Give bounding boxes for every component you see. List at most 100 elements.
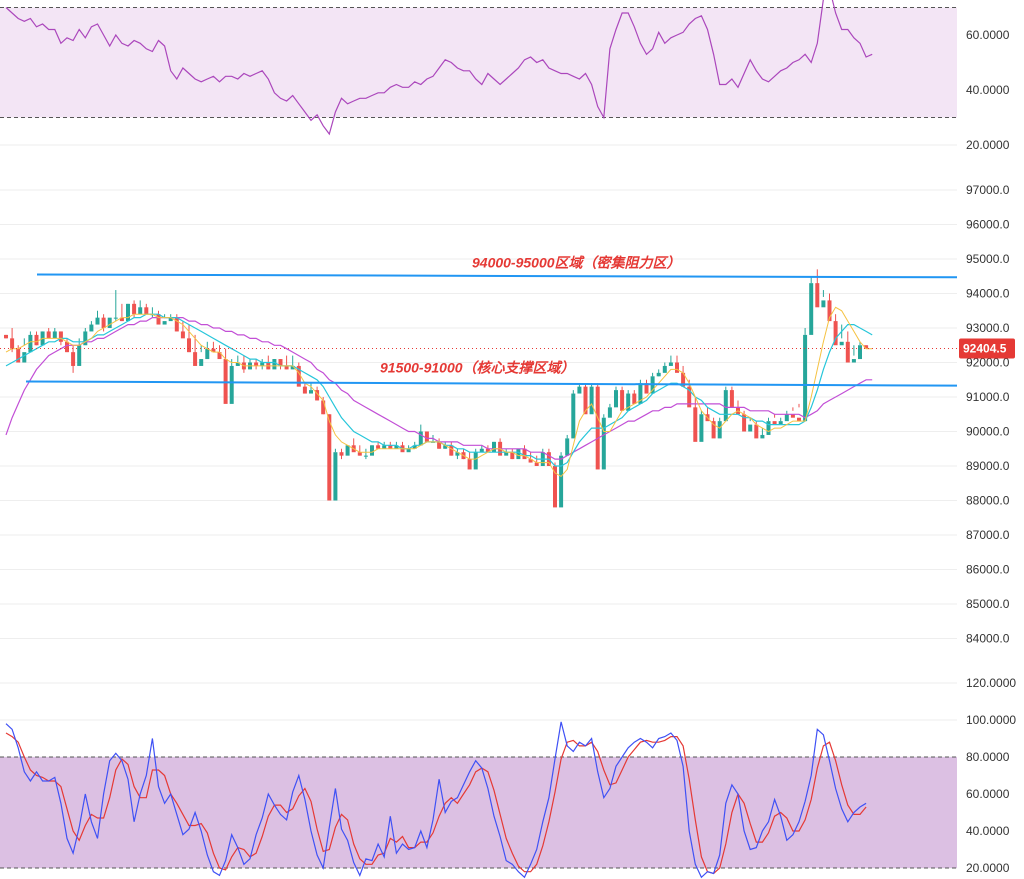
candle-up <box>784 414 789 422</box>
stochastic-band <box>0 757 957 868</box>
candle-up <box>455 452 460 456</box>
candle-down <box>144 307 149 315</box>
rsi-band <box>0 7 957 118</box>
candle-up <box>418 431 423 446</box>
candle-down <box>302 386 307 394</box>
candle-up <box>107 317 112 328</box>
candle-up <box>662 365 667 373</box>
candle-up <box>766 421 771 435</box>
candle-down <box>357 452 362 456</box>
candle-down <box>10 338 15 349</box>
candle-down <box>754 424 759 439</box>
candle-down <box>217 352 222 360</box>
support-zone-label: 91500-91000（核心支撑区域） <box>380 359 575 375</box>
axis-tick-label: 20.0000 <box>966 138 1010 152</box>
candle-up <box>333 452 338 501</box>
candle-up <box>492 441 496 453</box>
candle-down <box>583 386 588 415</box>
axis-tick-label: 95000.0 <box>966 252 1010 266</box>
axis-tick-label: 90000.0 <box>966 425 1010 439</box>
candle-down <box>620 390 625 411</box>
candle-up <box>803 334 808 422</box>
candle-down <box>34 334 39 346</box>
candle-up <box>821 300 826 308</box>
candle-up <box>199 359 204 366</box>
support-zone-line[interactable] <box>25 380 958 387</box>
last-price-tag <box>959 338 1015 359</box>
last-price-tag-text: 92404.5 <box>963 342 1007 356</box>
candle-down <box>211 348 216 353</box>
candle-down <box>65 341 69 353</box>
axis-tick-label: 87000.0 <box>966 528 1010 542</box>
rsi-panel[interactable]: 60.0000 40.0000 20.0000 <box>0 0 1010 152</box>
candle-down <box>797 417 801 422</box>
candle-up <box>577 386 582 394</box>
candle-up <box>839 341 844 346</box>
candle-down <box>132 303 137 315</box>
candle-up <box>113 317 118 319</box>
candle-up <box>309 390 313 394</box>
candle-down <box>553 466 557 508</box>
candle-down <box>339 452 344 456</box>
candle-up <box>83 331 88 346</box>
candle-down <box>845 341 850 363</box>
stochastic-panel[interactable]: 120.0000 100.0000 80.0000 60.0000 40.0000 20.… <box>0 676 1016 879</box>
candle-down <box>58 331 63 342</box>
axis-tick-label: 92000.0 <box>966 356 1010 370</box>
rsi-line <box>5 0 873 136</box>
candle-down <box>315 390 320 401</box>
candle-down <box>424 431 429 442</box>
candle-down <box>693 407 698 442</box>
candle-up <box>28 334 33 353</box>
candle-down <box>296 365 301 387</box>
candle-up <box>95 317 100 325</box>
candle-up <box>559 455 564 508</box>
stochastic-d-line <box>5 732 867 875</box>
candle-down <box>632 393 637 404</box>
candle-down <box>742 414 747 432</box>
candle-up <box>345 445 350 456</box>
candle-down <box>376 445 381 449</box>
candle-down <box>254 362 259 366</box>
axis-tick-label: 85000.0 <box>966 597 1010 611</box>
candle-up <box>290 365 295 370</box>
candle-up <box>723 390 728 422</box>
candle-down <box>174 317 179 332</box>
candle-down <box>101 317 106 328</box>
candle-up <box>382 445 387 449</box>
candle-down <box>687 386 692 408</box>
axis-tick-label: 88000.0 <box>966 494 1010 508</box>
price-panel[interactable]: 94000-95000区域（密集阻力区） 91500-91000（核心支撑区域）… <box>0 183 1015 646</box>
candle-up <box>89 324 94 332</box>
candle-down <box>815 283 820 308</box>
axis-tick-label: 60.0000 <box>966 787 1010 801</box>
axis-tick-label: 96000.0 <box>966 218 1010 232</box>
candle-down <box>187 338 191 353</box>
candle-up <box>260 362 265 366</box>
candle-down <box>534 462 539 466</box>
candle-up <box>589 386 594 415</box>
axis-tick-label: 80.0000 <box>966 750 1010 764</box>
candle-down <box>772 421 777 425</box>
axis-tick-label: 40.0000 <box>966 824 1010 838</box>
candle-down <box>827 300 832 322</box>
candle-down <box>833 321 838 346</box>
candle-down <box>156 314 161 325</box>
candle-up <box>858 345 862 360</box>
candle-down <box>71 352 76 366</box>
axis-tick-label: 40.0000 <box>966 83 1010 97</box>
candle-up <box>607 407 612 418</box>
candle-down <box>388 445 393 449</box>
resistance-zone-line[interactable] <box>36 273 958 279</box>
candle-up <box>479 448 484 453</box>
candle-down <box>510 452 515 460</box>
stochastic-k-line <box>5 721 867 879</box>
candle-up <box>748 424 753 432</box>
grid-layer <box>0 34 957 869</box>
candle-up <box>699 414 704 442</box>
axis-tick-label: 84000.0 <box>966 632 1010 646</box>
candle-down <box>485 448 490 453</box>
ma-long-line <box>5 317 873 460</box>
